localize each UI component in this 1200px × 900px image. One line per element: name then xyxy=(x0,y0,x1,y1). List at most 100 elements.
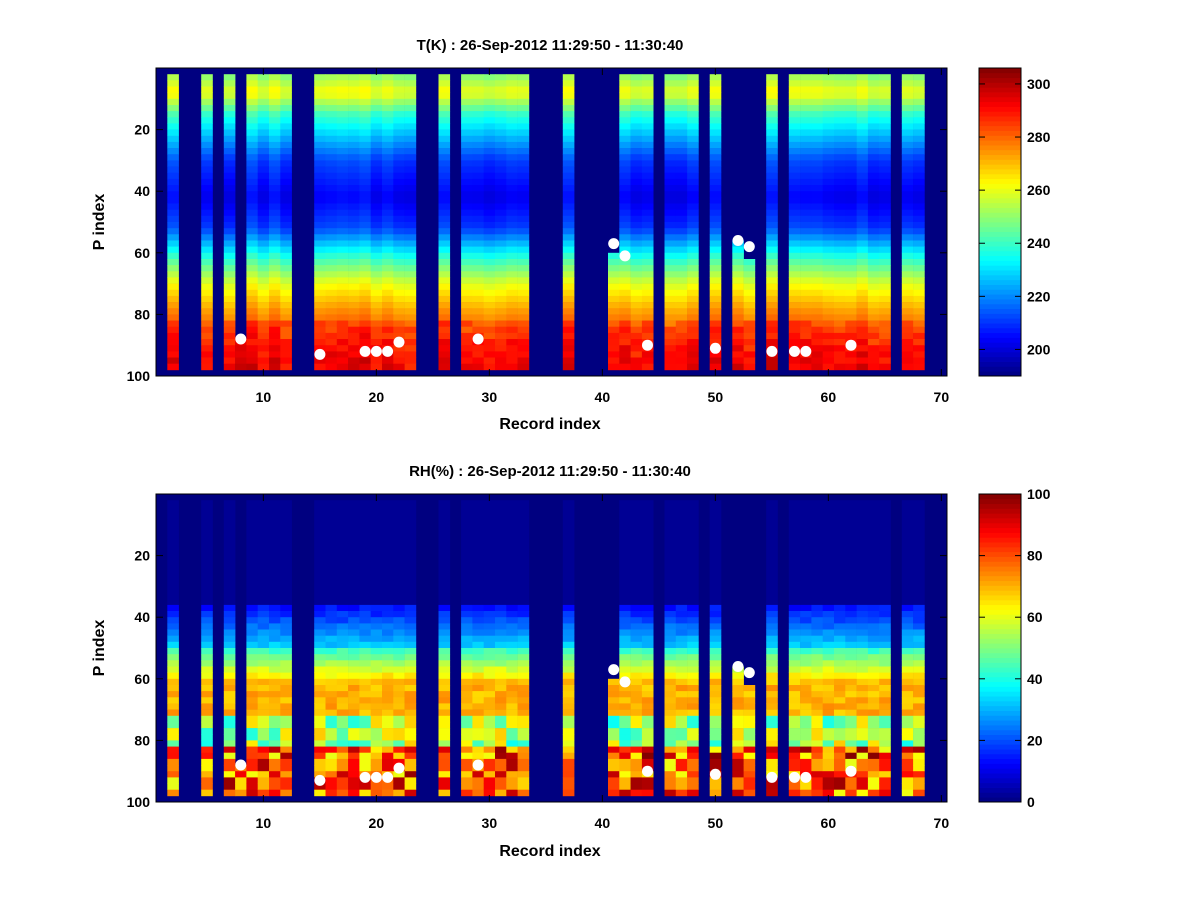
heatmap-cell xyxy=(495,129,507,137)
heatmap-cell xyxy=(382,654,394,661)
heatmap-cell xyxy=(856,765,869,772)
heatmap-cell xyxy=(800,259,812,266)
heatmap-cell xyxy=(506,771,518,778)
heatmap-cell xyxy=(800,506,812,513)
heatmap-cell xyxy=(788,314,801,321)
heatmap-cell xyxy=(280,98,292,106)
heatmap-cell xyxy=(913,648,925,655)
surface-marker xyxy=(619,250,631,262)
surface-marker xyxy=(732,235,744,246)
heatmap-cell xyxy=(834,758,846,766)
heatmap-cell xyxy=(325,259,338,266)
heatmap-cell xyxy=(709,500,722,507)
heatmap-cell xyxy=(845,98,857,106)
heatmap-cell xyxy=(845,117,857,124)
heatmap-cell xyxy=(562,728,575,735)
heatmap-cell xyxy=(856,518,869,526)
heatmap-cell xyxy=(687,326,699,334)
heatmap-cell xyxy=(664,531,677,538)
heatmap-cell xyxy=(382,629,394,636)
heatmap-cell xyxy=(822,654,835,661)
heatmap-cell xyxy=(336,154,349,161)
heatmap-cell xyxy=(246,129,258,137)
heatmap-cell xyxy=(811,531,823,538)
heatmap-cell xyxy=(359,604,371,612)
heatmap-cell xyxy=(856,728,869,735)
heatmap-cell xyxy=(517,660,530,667)
heatmap-cell xyxy=(223,351,236,358)
heatmap-cell xyxy=(495,172,507,180)
heatmap-cell xyxy=(845,252,857,260)
heatmap-cell xyxy=(382,660,394,667)
heatmap-cell xyxy=(336,289,349,297)
heatmap-column-30 xyxy=(483,500,496,797)
heatmap-cell xyxy=(348,363,360,371)
heatmap-cell xyxy=(811,98,823,106)
heatmap-cell xyxy=(675,283,688,291)
heatmap-cell xyxy=(472,111,484,118)
heatmap-cell xyxy=(359,129,371,137)
heatmap-cell xyxy=(619,129,631,137)
heatmap-cell xyxy=(811,178,823,186)
heatmap-cell xyxy=(506,308,518,315)
heatmap-cell xyxy=(913,783,925,790)
heatmap-cell xyxy=(675,771,688,778)
heatmap-cell xyxy=(370,623,383,630)
heatmap-cell xyxy=(834,598,846,606)
surface-marker xyxy=(235,759,247,771)
heatmap-cell xyxy=(856,215,869,223)
heatmap-cell xyxy=(257,92,270,100)
heatmap-cell xyxy=(223,789,236,797)
heatmap-cell xyxy=(709,672,722,680)
heatmap-cell xyxy=(370,660,383,667)
heatmap-cell xyxy=(800,648,812,655)
heatmap-cell xyxy=(269,709,281,717)
heatmap-cell xyxy=(687,320,699,328)
heatmap-cell xyxy=(472,746,484,754)
heatmap-cell xyxy=(675,148,688,155)
heatmap-cell xyxy=(800,740,812,747)
heatmap-cell xyxy=(314,586,326,593)
heatmap-cell xyxy=(201,154,213,161)
surface-marker xyxy=(619,676,631,688)
heatmap-cell xyxy=(393,592,405,600)
heatmap-cell xyxy=(879,660,891,667)
heatmap-cell xyxy=(472,777,484,784)
heatmap-cell xyxy=(382,314,394,321)
heatmap-cell xyxy=(314,246,326,254)
heatmap-cell xyxy=(630,215,643,223)
heatmap-cell xyxy=(483,302,496,309)
heatmap-cell xyxy=(348,592,360,600)
heatmap-cell xyxy=(246,74,258,81)
heatmap-cell xyxy=(246,574,258,581)
heatmap-cell xyxy=(687,549,699,556)
heatmap-cell xyxy=(800,160,812,167)
heatmap-cell xyxy=(811,746,823,754)
surface-marker xyxy=(472,333,484,345)
heatmap-cell xyxy=(913,678,925,686)
heatmap-cell xyxy=(800,154,812,161)
heatmap-cell xyxy=(675,154,688,161)
heatmap-cell xyxy=(913,641,925,649)
heatmap-cell xyxy=(913,234,925,241)
heatmap-cell xyxy=(348,697,360,704)
heatmap-cell xyxy=(822,92,835,100)
heatmap-cell xyxy=(619,586,631,593)
heatmap-column-41 xyxy=(608,252,620,371)
heatmap-cell xyxy=(788,758,801,766)
heatmap-cell xyxy=(483,339,496,346)
heatmap-column-63 xyxy=(856,74,869,371)
heatmap-cell xyxy=(709,660,722,667)
heatmap-cell xyxy=(732,758,744,766)
heatmap-cell xyxy=(608,357,620,364)
heatmap-cell xyxy=(235,357,247,364)
heatmap-cell xyxy=(709,777,722,784)
heatmap-cell xyxy=(223,141,236,149)
x-tick-label: 10 xyxy=(256,815,272,831)
heatmap-cell xyxy=(359,172,371,180)
heatmap-cell xyxy=(314,672,326,680)
colorbar-tick-label: 40 xyxy=(1027,671,1043,687)
heatmap-cell xyxy=(709,234,722,241)
heatmap-cell xyxy=(223,678,236,686)
heatmap-cell xyxy=(223,648,236,655)
